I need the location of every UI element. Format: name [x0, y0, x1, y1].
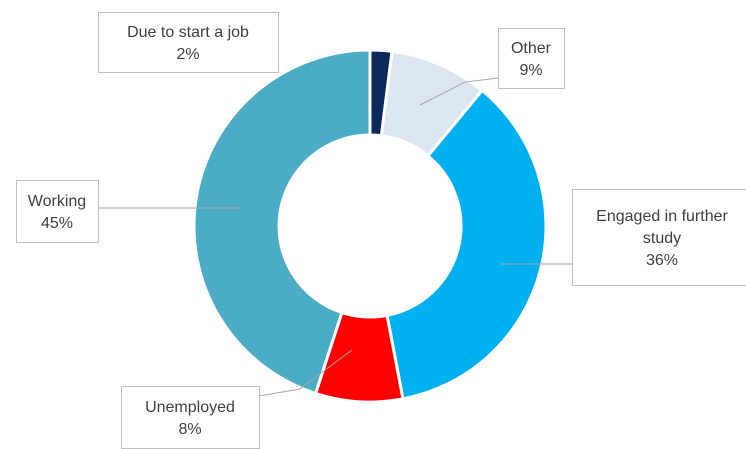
label-category-working: Working [28, 193, 86, 210]
slice-working [192, 48, 372, 396]
label-value-other: 9% [519, 62, 542, 79]
label-box-unemployed [121, 386, 260, 449]
label-value-engaged-in-further-study: 36% [646, 252, 678, 269]
label-box-due-to-start-a-job [98, 12, 279, 73]
donut-slices [192, 48, 548, 404]
label-category-due-to-start-a-job: Due to start a job [127, 24, 249, 41]
label-box-engaged-in-further-study [572, 189, 746, 286]
slice-engaged-in-further-study [385, 88, 548, 401]
label-category-other: Other [511, 40, 552, 57]
label-box-other [498, 28, 565, 89]
label-value-unemployed: 8% [178, 421, 201, 438]
label-category-engaged-in-further-study: Engaged in further [596, 208, 728, 225]
label-category-unemployed: Unemployed [145, 399, 235, 416]
label-value-due-to-start-a-job: 2% [176, 46, 199, 63]
label-category-engaged-in-further-study: study [643, 230, 681, 247]
data-labels: Due to start a job 2% Other 9% Engaged in fu… [16, 12, 746, 449]
leader-unemployed [258, 349, 353, 397]
label-value-working: 45% [41, 215, 73, 232]
leader-other [419, 77, 499, 106]
label-box-working [16, 180, 99, 243]
